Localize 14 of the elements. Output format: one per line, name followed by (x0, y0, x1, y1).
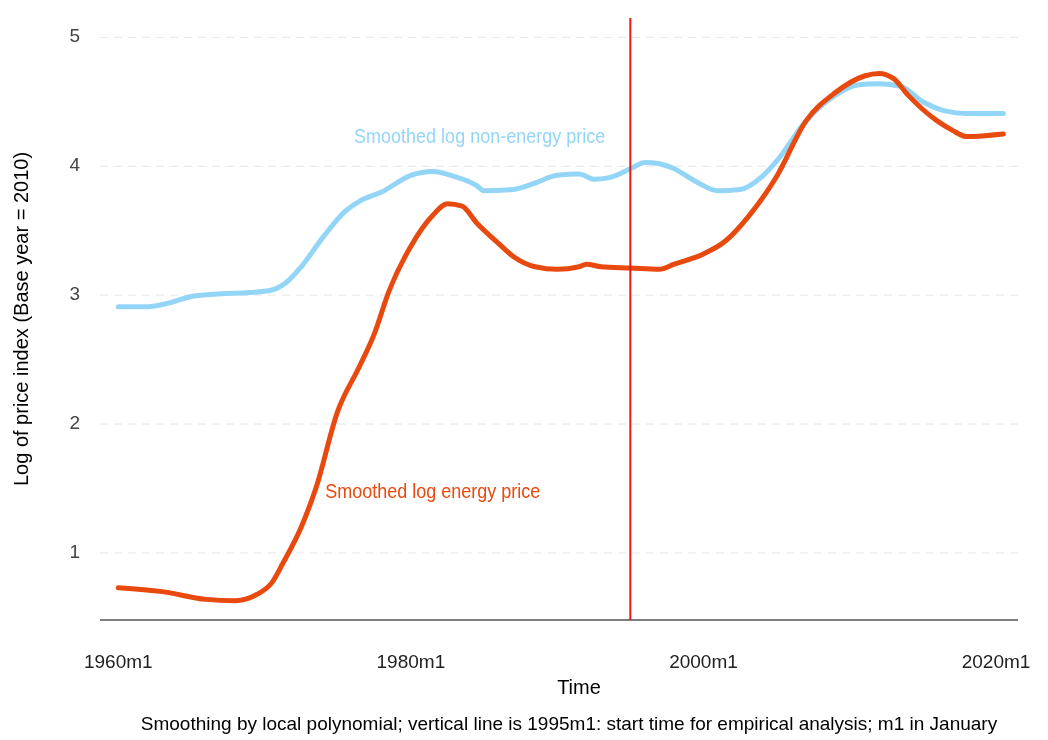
y-tick-label: 2 (69, 412, 80, 434)
x-axis-title: Time (557, 676, 601, 698)
series-label: Smoothed log non-energy price (354, 125, 606, 148)
y-tick-label: 4 (69, 154, 81, 176)
text: Smoothing by local polynomial; vertical line is 1995m1: start time for empirical analysis; m1 in January (140, 713, 998, 734)
x-tick-label: 1960m1 (83, 651, 153, 672)
y-tick-label: 1 (69, 540, 80, 562)
y-tick-label: 5 (69, 25, 80, 47)
x-tick-label: 1980m1 (376, 651, 446, 672)
y-axis-title: Log of price index (Base year = 2010) (10, 151, 32, 487)
x-tick-label: 2000m1 (669, 651, 738, 672)
series-label: Smoothed log energy price (325, 479, 541, 502)
y-tick-label: 3 (69, 283, 80, 305)
x-tick-label: 2020m1 (961, 651, 1031, 672)
